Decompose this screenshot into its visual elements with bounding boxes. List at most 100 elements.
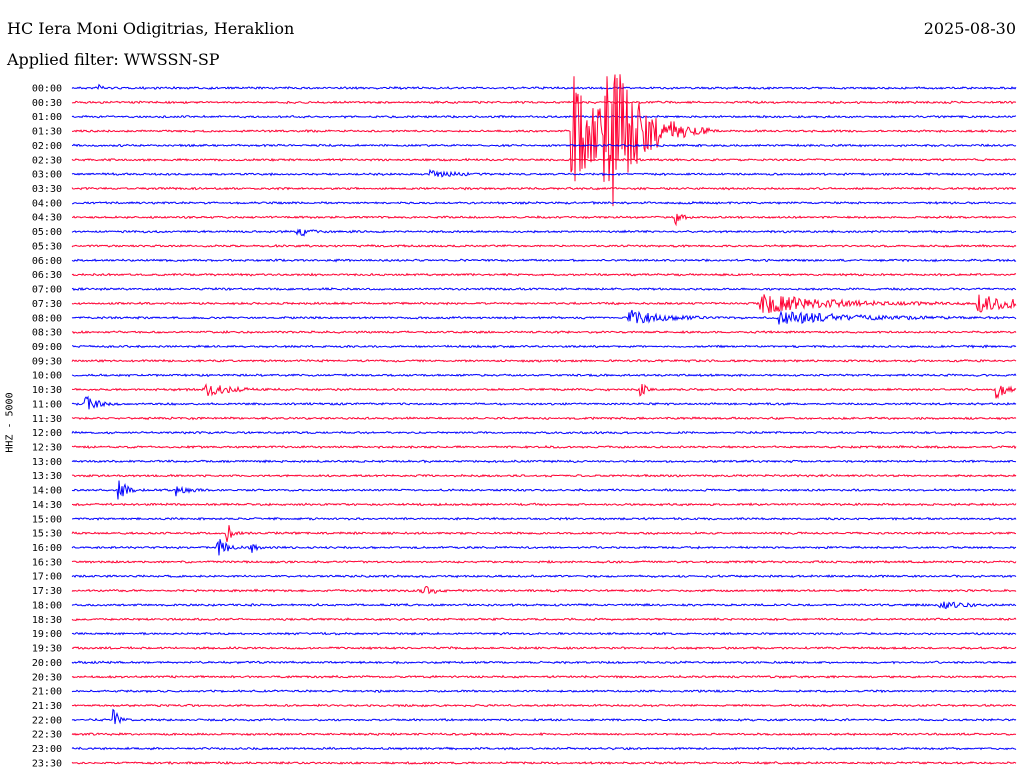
time-label: 09:30	[32, 356, 62, 367]
trace-line	[71, 168, 1017, 178]
trace-line	[71, 373, 1017, 378]
time-label: 06:30	[32, 270, 62, 281]
trace-line	[71, 243, 1017, 249]
trace-line	[71, 258, 1017, 263]
trace-line	[71, 502, 1017, 507]
trace-line	[71, 157, 1017, 162]
time-label: 03:30	[32, 184, 62, 195]
trace-line	[71, 760, 1017, 766]
trace-line	[71, 383, 1017, 400]
trace-line	[71, 358, 1017, 363]
trace-line	[72, 516, 1017, 521]
filter-label: Applied filter: WWSSN-SP	[7, 50, 220, 69]
time-label: 18:00	[32, 600, 62, 611]
trace-line	[71, 480, 1017, 500]
time-label: 21:30	[32, 701, 62, 712]
trace-line	[71, 689, 1017, 694]
trace-line	[71, 272, 1017, 277]
time-label: 12:00	[32, 428, 62, 439]
station-title: HC Iera Moni Odigitrias, Heraklion	[7, 19, 295, 38]
time-label: 14:30	[32, 500, 62, 511]
trace-line	[71, 309, 1017, 325]
trace-line	[71, 459, 1017, 464]
time-label: 08:30	[32, 328, 62, 339]
trace-line	[71, 574, 1017, 579]
time-label: 14:00	[32, 486, 62, 497]
time-label: 15:30	[32, 529, 62, 540]
trace-line	[71, 732, 1017, 737]
time-label: 03:00	[32, 170, 62, 181]
trace-line	[71, 186, 1017, 191]
time-label: 01:30	[32, 127, 62, 138]
trace-line	[71, 525, 1017, 542]
time-label: 19:00	[32, 629, 62, 640]
time-label: 12:30	[32, 443, 62, 454]
trace-line	[71, 708, 1017, 725]
time-label: 06:00	[32, 256, 62, 267]
time-label: 13:30	[32, 471, 62, 482]
trace-line	[71, 660, 1017, 665]
trace-line	[71, 585, 1017, 595]
time-label: 11:30	[32, 414, 62, 425]
date-label: 2025-08-30	[923, 19, 1016, 38]
trace-line	[71, 631, 1017, 636]
time-label: 11:00	[32, 399, 62, 410]
time-label: 07:00	[32, 285, 62, 296]
trace-line	[71, 746, 1017, 751]
trace-line	[72, 74, 1017, 207]
time-label: 16:30	[32, 557, 62, 568]
trace-line	[71, 430, 1017, 435]
time-label: 17:00	[32, 572, 62, 583]
time-label: 13:00	[32, 457, 62, 468]
time-label: 02:00	[32, 141, 62, 152]
trace-line	[71, 444, 1017, 450]
trace-line	[71, 286, 1017, 292]
time-label: 05:00	[32, 227, 62, 238]
time-label: 05:30	[32, 241, 62, 252]
time-label: 21:00	[32, 687, 62, 698]
trace-line	[71, 228, 1017, 237]
time-label: 04:00	[32, 198, 62, 209]
trace-line	[71, 539, 1017, 556]
time-label: 20:30	[32, 672, 62, 683]
time-label: 09:00	[32, 342, 62, 353]
time-label: 04:30	[32, 213, 62, 224]
time-label: 16:00	[32, 543, 62, 554]
trace-line	[71, 395, 1017, 410]
trace-line	[71, 330, 1017, 335]
trace-line	[71, 601, 1017, 610]
time-label: 00:00	[32, 84, 62, 95]
time-label: 01:00	[32, 112, 62, 123]
time-label: 08:00	[32, 313, 62, 324]
trace-line	[71, 114, 1017, 119]
time-label: 23:30	[32, 758, 62, 769]
time-label: 10:00	[32, 371, 62, 382]
time-label: 19:30	[32, 644, 62, 655]
time-label: 00:30	[32, 98, 62, 109]
time-label: 07:30	[32, 299, 62, 310]
time-label: 22:30	[32, 730, 62, 741]
trace-line	[71, 703, 1017, 708]
trace-line	[71, 473, 1017, 478]
time-label: 02:30	[32, 155, 62, 166]
trace-line	[71, 674, 1017, 679]
trace-line	[71, 617, 1017, 622]
trace-line	[71, 83, 1017, 91]
time-label: 23:00	[32, 744, 62, 755]
trace-line	[72, 200, 1017, 205]
trace-line	[71, 559, 1017, 564]
trace-line	[71, 416, 1017, 421]
trace-line	[72, 344, 1017, 349]
time-label: 22:00	[32, 715, 62, 726]
time-label: 17:30	[32, 586, 62, 597]
time-label: 10:30	[32, 385, 62, 396]
trace-line	[71, 645, 1017, 651]
time-label: 20:00	[32, 658, 62, 669]
trace-line	[71, 143, 1017, 148]
trace-line	[72, 213, 1017, 227]
time-label: 15:00	[32, 514, 62, 525]
time-label: 18:30	[32, 615, 62, 626]
trace-line	[71, 100, 1017, 105]
trace-line	[71, 294, 1017, 314]
